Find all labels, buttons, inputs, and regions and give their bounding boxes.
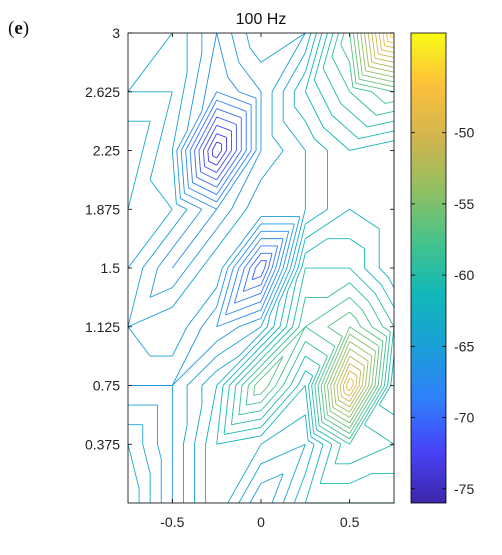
contour-level-line <box>386 32 395 44</box>
contour-level-line <box>223 32 395 484</box>
contour-level-line <box>127 32 306 504</box>
y-tick-label: 2.625 <box>85 84 120 100</box>
contour-level-line <box>238 32 395 445</box>
y-tick-label: 1.125 <box>85 319 120 335</box>
x-axis: -0.5 0 0.5 <box>160 33 360 530</box>
colorbar-tick-label: -75 <box>454 481 474 497</box>
colorbar-ticks: -75 -70 -65 -60 -55 -50 <box>411 125 474 497</box>
contour-level-line <box>342 32 395 397</box>
contour-level-line <box>127 32 395 504</box>
contour-level-line <box>253 32 395 434</box>
colorbar <box>410 32 447 504</box>
y-tick-label: 1.5 <box>101 260 121 276</box>
y-tick-label: 0.375 <box>85 436 120 452</box>
contour-level-line <box>245 32 395 440</box>
y-axis: 0.375 0.75 1.125 1.5 1.875 2.25 2.625 3 <box>85 25 394 452</box>
y-tick-label: 3 <box>112 25 120 41</box>
contour-level-line <box>211 141 223 159</box>
contour-level-line <box>382 32 395 49</box>
contour-level-line <box>231 32 395 465</box>
contour-lines <box>127 32 395 504</box>
colorbar-tick-label: -60 <box>454 267 474 283</box>
contour-level-line <box>127 32 295 504</box>
contour-level-line <box>189 99 279 304</box>
contour-level-line <box>389 32 395 39</box>
contour-level-line <box>185 91 284 316</box>
contour-level-line <box>127 32 312 504</box>
contour-level-line <box>323 32 395 429</box>
y-tick-label: 1.875 <box>85 201 120 217</box>
x-tick-label: -0.5 <box>160 514 184 530</box>
contour-level-line <box>171 32 290 328</box>
contour-level-line <box>346 32 395 392</box>
contour-level-line <box>202 124 262 269</box>
contour-level-line <box>330 32 395 418</box>
panel-label: (e) <box>8 18 30 39</box>
x-tick-label: 0 <box>257 514 265 530</box>
contour-level-line <box>336 32 395 408</box>
colorbar-tick-label: -70 <box>454 410 474 426</box>
contour-level-line <box>339 32 395 402</box>
contour-level-line <box>327 32 395 424</box>
contour-level-line <box>333 32 395 413</box>
y-tick-label: 2.25 <box>93 143 120 159</box>
contour-level-line <box>207 133 227 166</box>
colorbar-tick-label: -55 <box>454 196 474 212</box>
colorbar-tick-label: -65 <box>454 338 474 354</box>
contour-level-line <box>198 116 267 281</box>
colorbar-tick-label: -50 <box>454 125 474 141</box>
y-tick-label: 0.75 <box>93 378 120 394</box>
chart-title: 100 Hz <box>236 11 287 28</box>
contour-level-line <box>194 108 273 292</box>
x-tick-label: 0.5 <box>340 514 360 530</box>
